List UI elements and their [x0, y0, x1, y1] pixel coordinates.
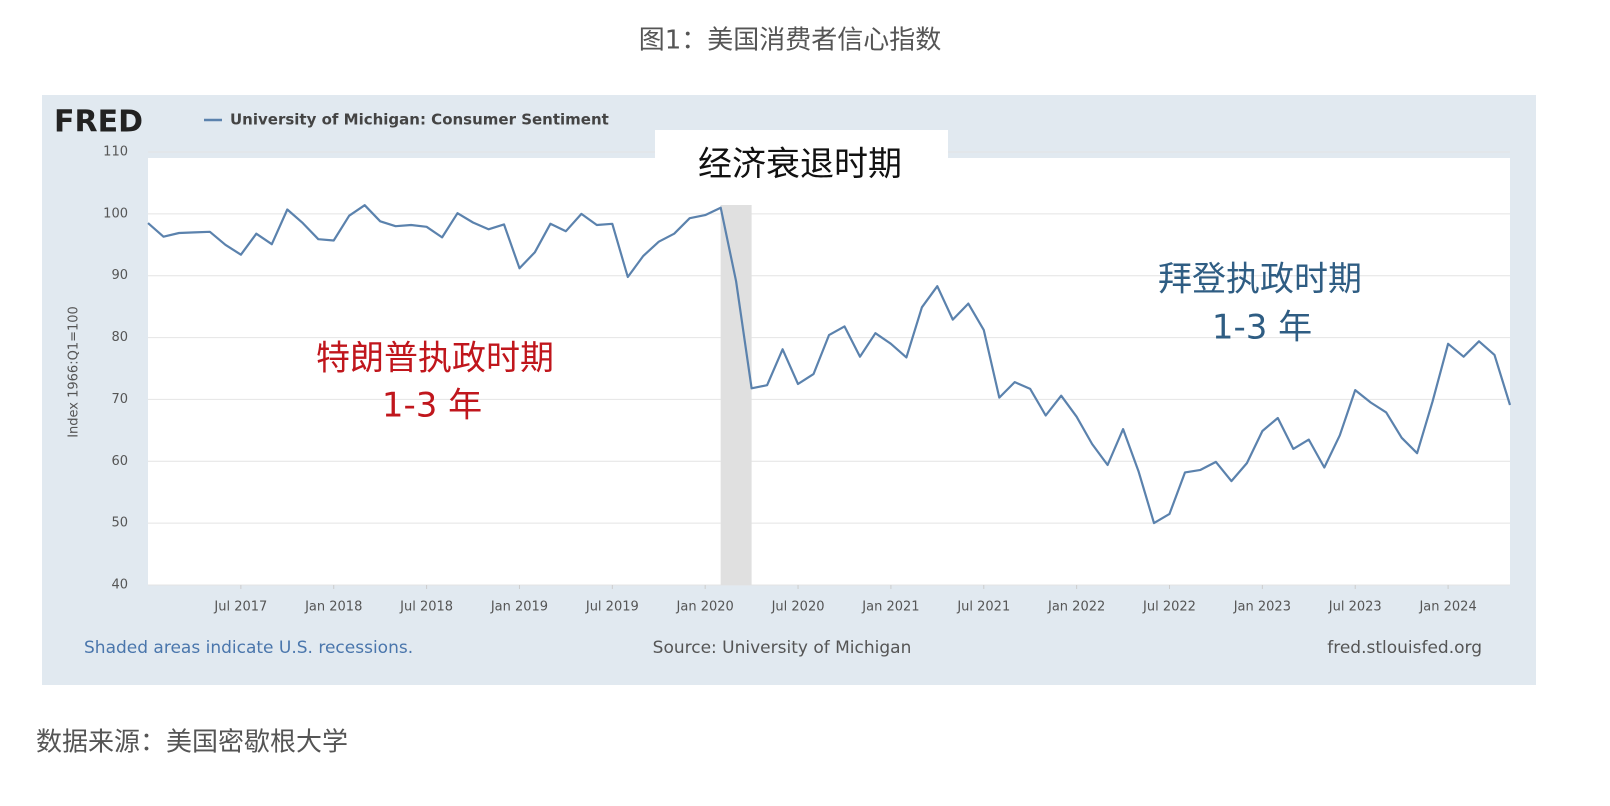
footer-right: fred.stlouisfed.org: [1327, 638, 1482, 658]
footer-center: Source: University of Michigan: [653, 638, 912, 658]
x-tick-label: Jan 2022: [1047, 600, 1105, 615]
annotation: 1-3 年: [1212, 308, 1312, 348]
y-tick-label: 50: [111, 516, 128, 531]
x-tick-label: Jul 2020: [771, 600, 825, 615]
plot-area: [148, 158, 1510, 585]
x-tick-label: Jan 2024: [1418, 600, 1476, 615]
x-tick-label: Jan 2019: [490, 600, 548, 615]
x-tick-label: Jul 2022: [1142, 600, 1196, 615]
y-tick-label: 40: [111, 578, 128, 593]
y-tick-label: 110: [103, 145, 128, 160]
y-tick-label: 90: [111, 268, 128, 283]
y-tick-label: 70: [111, 392, 128, 407]
y-axis-label: Index 1966:Q1=100: [67, 306, 82, 438]
x-tick-label: Jan 2023: [1233, 600, 1291, 615]
x-tick-label: Jul 2017: [213, 600, 267, 615]
y-tick-label: 60: [111, 454, 128, 469]
x-tick-label: Jul 2023: [1328, 600, 1382, 615]
x-tick-label: Jan 2018: [304, 600, 362, 615]
annotation: 经济衰退时期: [698, 145, 902, 185]
annotation: 拜登执政时期: [1158, 260, 1362, 300]
recession-band: [720, 205, 752, 585]
source: 数据来源：美国密歇根大学: [36, 728, 348, 758]
x-tick-label: Jul 2018: [399, 600, 453, 615]
x-tick-label: Jul 2021: [956, 600, 1010, 615]
x-tick-label: Jan 2020: [676, 600, 734, 615]
logo: FRED: [54, 105, 143, 140]
annotation: 特朗普执政时期: [316, 339, 554, 379]
annotation: 1-3 年: [382, 386, 482, 426]
y-tick-label: 80: [111, 330, 128, 345]
annotation-box: [655, 130, 948, 192]
data-line: [147, 204, 1512, 525]
x-tick-label: Jan 2021: [861, 600, 919, 615]
page-title: 图1：美国消费者信心指数: [639, 26, 942, 56]
x-tick-label: Jul 2019: [585, 600, 639, 615]
footer-left: Shaded areas indicate U.S. recessions.: [84, 638, 413, 658]
y-tick-label: 100: [103, 206, 128, 221]
legend-label: University of Michigan: Consumer Sentime…: [230, 111, 609, 129]
